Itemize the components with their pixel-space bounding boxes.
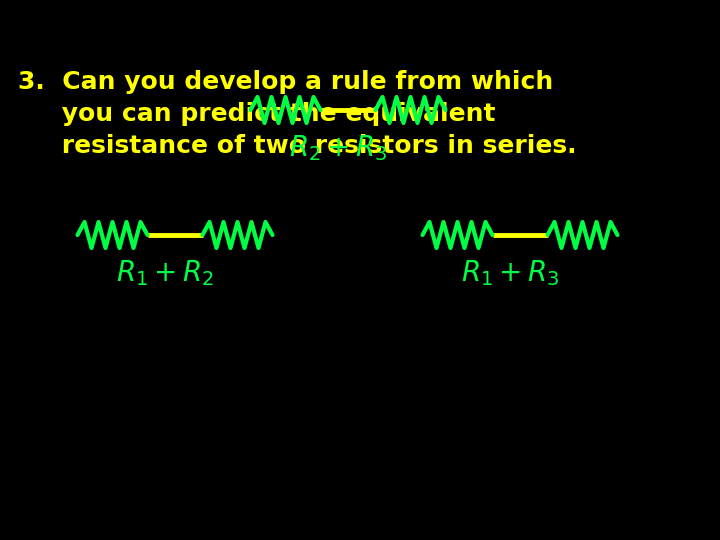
Text: 3.  Can you develop a rule from which: 3. Can you develop a rule from which [18,70,553,94]
Text: $R_1 + R_3$: $R_1 + R_3$ [461,258,559,288]
Text: you can predict the equivalent: you can predict the equivalent [18,102,495,126]
Text: $R_2 + R_3$: $R_2 + R_3$ [289,133,387,163]
Text: resistance of two resistors in series.: resistance of two resistors in series. [18,134,577,158]
Text: $R_1 + R_2$: $R_1 + R_2$ [116,258,214,288]
